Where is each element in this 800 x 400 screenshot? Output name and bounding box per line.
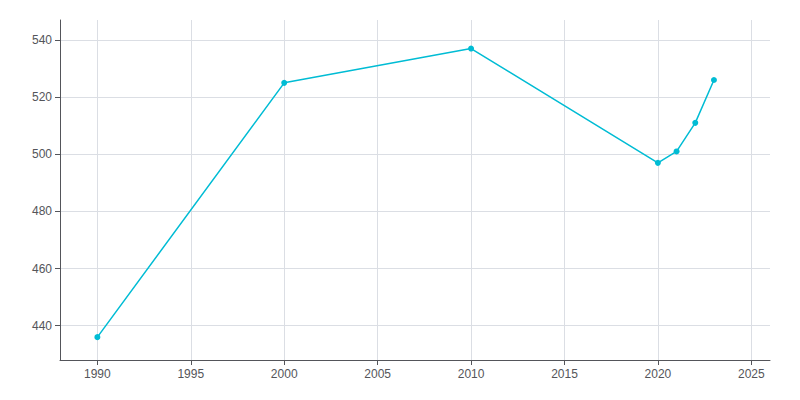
svg-text:2020: 2020 xyxy=(645,367,672,381)
svg-text:500: 500 xyxy=(32,147,52,161)
svg-text:540: 540 xyxy=(32,33,52,47)
svg-text:1990: 1990 xyxy=(84,367,111,381)
svg-text:2025: 2025 xyxy=(738,367,765,381)
svg-text:480: 480 xyxy=(32,204,52,218)
svg-text:1995: 1995 xyxy=(177,367,204,381)
svg-text:2005: 2005 xyxy=(364,367,391,381)
svg-text:2000: 2000 xyxy=(271,367,298,381)
svg-text:2015: 2015 xyxy=(551,367,578,381)
svg-text:440: 440 xyxy=(32,319,52,333)
svg-text:460: 460 xyxy=(32,262,52,276)
svg-text:2010: 2010 xyxy=(458,367,485,381)
svg-text:520: 520 xyxy=(32,90,52,104)
